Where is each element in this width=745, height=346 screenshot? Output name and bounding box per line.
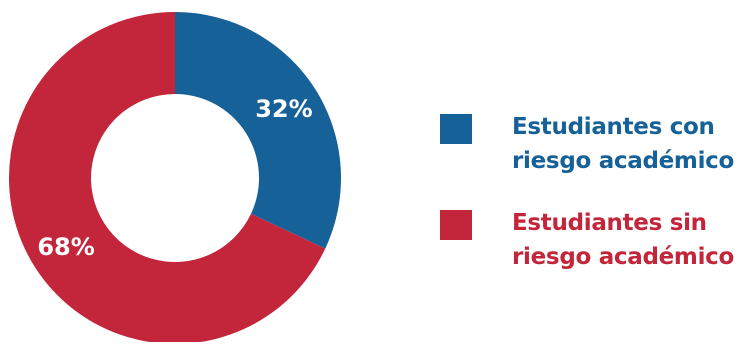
legend-label-line2: riesgo académico [512,148,735,174]
legend-swatch-sin-riesgo [440,210,472,240]
legend-label-line1: Estudiantes con [512,114,715,140]
legend-label-sin-riesgo: Estudiantes sin riesgo académico [512,206,740,274]
legend-item-con-riesgo: Estudiantes con riesgo académico [440,110,740,190]
donut-slice-label-1: 68% [37,233,94,261]
legend-item-sin-riesgo: Estudiantes sin riesgo académico [440,206,740,286]
donut-slice-1 [8,12,326,344]
legend-label-line2: riesgo académico [512,244,735,270]
legend-label-line1: Estudiantes sin [512,210,707,236]
donut-slice-0 [175,12,341,249]
legend-swatch-con-riesgo [440,114,472,144]
legend-label-con-riesgo: Estudiantes con riesgo académico [512,110,740,178]
chart-legend: Estudiantes con riesgo académico Estudia… [440,110,740,302]
donut-slice-label-0: 32% [255,95,312,123]
